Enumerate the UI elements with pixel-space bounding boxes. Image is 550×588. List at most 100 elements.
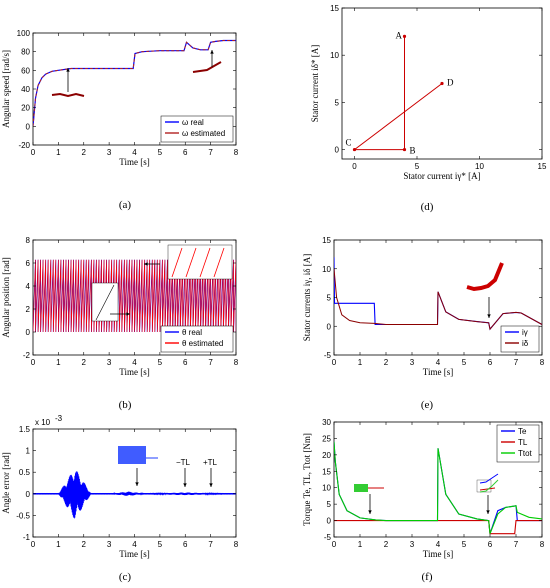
x-tick-label: 8: [234, 148, 239, 157]
y-tick-label: 0: [26, 328, 31, 337]
zoom-box: [167, 244, 233, 280]
zoom-trace: [199, 247, 211, 278]
x-tick-label: 7: [514, 358, 519, 367]
x-tick-label: 1: [56, 540, 61, 549]
annotation-plus-tl: +TL: [203, 458, 218, 467]
y-tick-label: 40: [21, 85, 30, 94]
x-tick-label: 0: [31, 358, 36, 367]
arrow-head: [144, 262, 148, 266]
plot-layer: [33, 471, 236, 519]
point-label: A: [396, 30, 403, 40]
x-tick-label: 3: [107, 540, 112, 549]
plot-area: [32, 428, 237, 538]
x-tick-label: 3: [107, 358, 112, 367]
zoom-inset: [118, 446, 158, 464]
trajectory-point: [402, 34, 407, 38]
x-tick-label: 5: [462, 540, 467, 549]
y-tick-label: 15: [330, 4, 339, 13]
x-tick-label: 1: [56, 358, 61, 367]
panel-caption: (a): [119, 199, 132, 211]
x-tick-label: 8: [234, 358, 239, 367]
y-tick-label: 100: [17, 29, 31, 38]
arrow-head: [486, 510, 490, 514]
y-tick-label: 15: [322, 236, 331, 245]
y-tick-label: 20: [322, 451, 331, 460]
y-tick-label: 30: [322, 418, 331, 427]
x-axis-label: Time [s]: [423, 367, 453, 377]
y-tick-label: 5: [327, 294, 332, 303]
legend-label: TL: [518, 438, 528, 447]
legend-box: [500, 325, 540, 353]
y-tick-label: 20: [21, 104, 30, 113]
trajectory-point: [352, 147, 357, 152]
panel-caption: (f): [422, 571, 433, 583]
x-tick-label: 10: [475, 162, 484, 171]
legend-label: iδ: [522, 339, 529, 348]
y-axis-label: Angle error [rad]: [1, 452, 11, 513]
plot-layer: [334, 257, 542, 331]
series-line: [33, 259, 236, 333]
y-tick-label: 25: [322, 434, 331, 443]
zoom-trace: [479, 487, 496, 491]
series-line: [33, 471, 236, 519]
y-tick-label: 15: [322, 467, 331, 476]
x-tick-label: 6: [183, 148, 188, 157]
zoom-trace: [466, 262, 504, 292]
x-tick-label: 1: [56, 148, 61, 157]
chart-d: 0 5 10 15 0 5 10 15 Stator current iγ* [A] Stator…: [310, 4, 547, 213]
legend-box: [160, 325, 234, 353]
arrow-head: [210, 50, 214, 54]
legend: Te TL Ttot: [496, 424, 540, 463]
trajectory-point: [440, 81, 444, 86]
x-tick-label: 5: [158, 540, 163, 549]
zoom-trace: [213, 247, 225, 278]
x-tick-label: 2: [384, 358, 389, 367]
zoom-trace: [479, 479, 499, 493]
x-tick-label: 0: [332, 358, 337, 367]
plot-layer: [334, 441, 542, 535]
legend-label: Te: [518, 427, 527, 436]
x-tick-label: 7: [514, 540, 519, 549]
zoom-inset: [51, 92, 85, 98]
x-tick-label: 0: [31, 540, 36, 549]
x-tick-label: 2: [82, 540, 87, 549]
zoom-inset: [167, 244, 233, 280]
arrow-head: [183, 483, 187, 487]
point-label: C: [346, 138, 352, 148]
x-tick-label: 2: [82, 358, 87, 367]
y-tick-label: 1.5: [19, 425, 31, 434]
plot-layer: [33, 39, 236, 127]
y-tick-label: 60: [21, 66, 30, 75]
series-line: [334, 520, 542, 535]
x-axis-label: Time [s]: [119, 367, 149, 377]
y-axis-label: Angular position [rad]: [1, 257, 11, 337]
arrow-head: [66, 68, 70, 72]
x-tick-label: 8: [540, 358, 545, 367]
x-tick-label: 6: [183, 358, 188, 367]
y-tick-label: 5: [327, 500, 332, 509]
x-tick-label: 8: [234, 540, 239, 549]
arrow-head: [368, 510, 372, 514]
zoom-trace: [118, 446, 146, 464]
legend-box: [160, 115, 234, 143]
series-line: [334, 441, 542, 534]
y-tick-label: -2: [23, 351, 31, 360]
zoom-inset: [91, 282, 119, 322]
x-tick-label: 8: [540, 540, 545, 549]
trajectory-point: [402, 147, 407, 152]
x-tick-label: 2: [384, 540, 389, 549]
legend-label: ω estimated: [182, 129, 225, 138]
x-tick-label: 5: [158, 148, 163, 157]
panel-caption: (d): [421, 201, 434, 213]
y-tick-label: -5: [324, 533, 332, 542]
x-tick-label: 4: [436, 540, 441, 549]
zoom-trace: [171, 247, 183, 278]
y-axis-label: Stator current iδ* [A]: [310, 45, 320, 122]
series-line: [353, 36, 443, 151]
zoom-inset: [354, 484, 384, 492]
x-axis-label: Time [s]: [119, 549, 149, 559]
y-tick-label: 8: [26, 236, 31, 245]
plot-layer: [352, 34, 444, 152]
y-axis-label: Torque Te, TL, Ttot [Nm]: [302, 433, 312, 526]
